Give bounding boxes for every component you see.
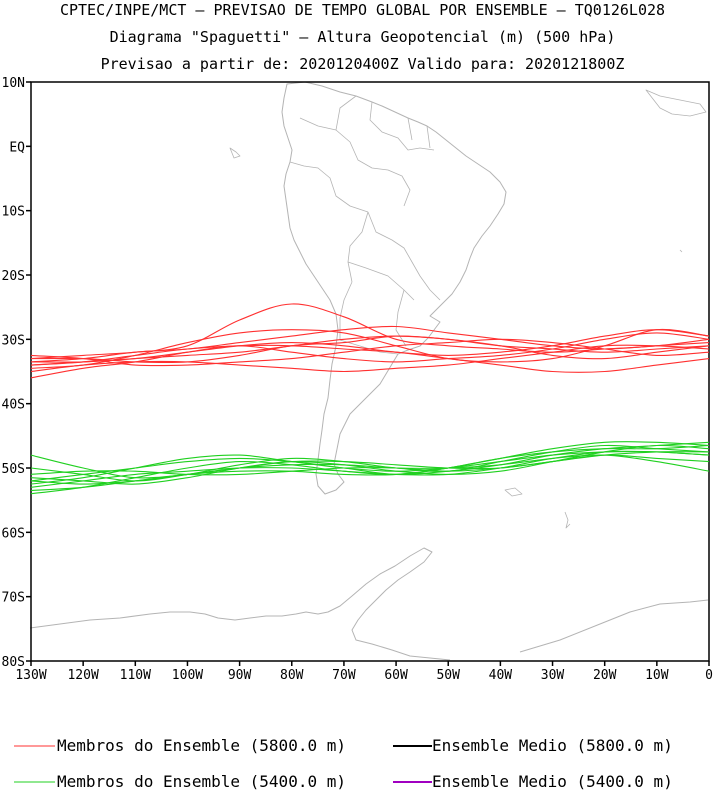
x-tick-label: 30W [541,668,565,683]
south-america-coastline [281,81,507,495]
x-tick-label: 100W [172,668,203,683]
series-line-3 [30,303,710,360]
y-tick-label: 30S [2,333,25,348]
x-tick-label: 20W [593,668,617,683]
series-line-16 [30,450,710,485]
legend-label-mean-5800: Ensemble Medio (5800.0 m) [432,736,673,755]
y-tick-label: 40S [2,398,25,413]
y-tick-label: 70S [2,591,25,606]
y-tick-label: 50S [2,462,25,477]
series-line-9 [30,335,710,364]
legend-label-member-5400: Membros do Ensemble (5400.0 m) [57,772,346,791]
antarctica-coastline [29,547,709,661]
y-tick-label: 10N [2,76,25,91]
legend-swatches [14,745,432,783]
series-line-7 [30,329,710,363]
y-tick-label: 80S [2,655,25,670]
legend-label-mean-5400: Ensemble Medio (5400.0 m) [432,772,673,791]
chart-title-line-3: Previsao a partir de: 2020120400Z Valido… [100,55,625,73]
series-line-12 [30,450,710,488]
country-borders [289,95,441,355]
series-line-1 [30,325,710,363]
chart-title-line-1: CPTEC/INPE/MCT — PREVISAO DE TEMPO GLOBA… [59,1,666,19]
chart-title-line-2: Diagrama "Spaguetti" — Altura Geopotenci… [109,28,616,46]
legend-label-member-5800: Membros do Ensemble (5800.0 m) [57,736,346,755]
x-tick-label: 120W [67,668,98,683]
x-tick-label: 0 [705,668,713,683]
x-tick-label: 60W [384,668,408,683]
y-tick-label: 20S [2,269,25,284]
y-tick-label: EQ [9,140,25,155]
y-tick-label: 10S [2,205,25,220]
x-tick-label: 10W [645,668,669,683]
x-tick-label: 50W [436,668,460,683]
series-line-10 [30,344,710,373]
basemap [29,81,709,661]
x-tick-label: 40W [489,668,513,683]
series-line-8 [30,332,710,379]
x-tick-label: 70W [332,668,356,683]
series-line-20 [30,454,710,485]
x-tick-label: 130W [15,668,46,683]
series-line-14 [30,444,710,495]
islands [229,89,707,529]
x-tick-label: 80W [280,668,304,683]
ensemble-lines [30,303,710,495]
x-tick-label: 90W [228,668,252,683]
x-tick-label: 110W [120,668,151,683]
y-tick-label: 60S [2,526,25,541]
